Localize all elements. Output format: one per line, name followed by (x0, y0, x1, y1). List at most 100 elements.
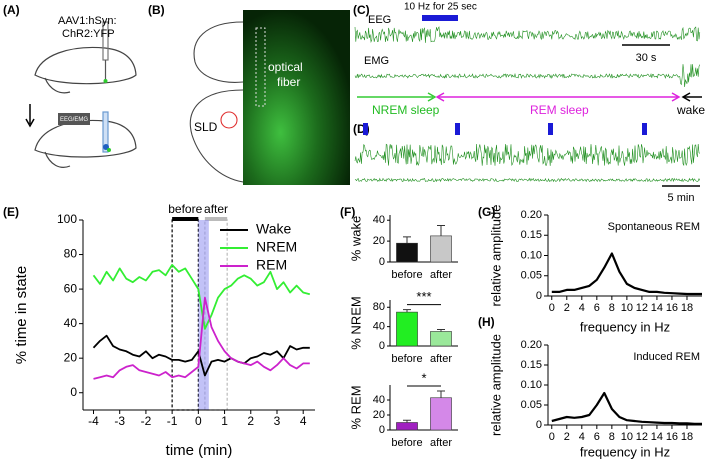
histology-image (243, 10, 350, 185)
y-tick-label: 20 (64, 350, 78, 364)
y-tick-label: 100 (57, 212, 77, 226)
y-axis-label: % REM (348, 385, 363, 429)
x-tick-label: 6 (594, 431, 600, 443)
fiber-track (255, 27, 266, 107)
x-tick-label: 12 (636, 302, 648, 314)
bar (430, 235, 452, 263)
x-tick-label: 2 (247, 414, 254, 428)
significance-label: *** (416, 289, 431, 304)
x-tick-label: 0 (195, 414, 202, 428)
region-label: SLD (194, 120, 218, 134)
region-bar (204, 217, 228, 221)
stim-bar (422, 15, 458, 21)
state-label: wake (676, 103, 705, 117)
trace (354, 177, 701, 183)
x-tick-label: 0 (549, 431, 555, 443)
x-tick-label: after (430, 353, 452, 365)
state-label: REM sleep (530, 103, 589, 117)
y-tick-label: 60 (64, 281, 78, 295)
y-axis-label: % wake (348, 216, 363, 262)
x-axis-label: frequency in Hz (580, 319, 670, 334)
implant-box (58, 113, 90, 125)
error-bar (437, 390, 445, 398)
x-tick-label: 10 (621, 302, 633, 314)
data-line (92, 334, 310, 377)
scale-label: 30 s (636, 52, 657, 64)
implant-label: EEG/EMG (60, 117, 88, 123)
panel-label: (H) (478, 315, 495, 329)
y-tick-label: 80 (64, 247, 78, 261)
bar (430, 331, 452, 347)
data-line (93, 296, 310, 380)
error-bar (403, 309, 411, 313)
fiber-label: optical (268, 60, 303, 74)
x-tick-label: 8 (609, 431, 615, 443)
data-line (551, 252, 702, 296)
annotation: Spontaneous REM (608, 221, 700, 233)
y-tick-label: 0 (70, 385, 77, 399)
x-tick-label: before (391, 437, 422, 449)
y-tick-label: 40 (64, 316, 78, 330)
y-tick-label: 0.10 (521, 379, 542, 391)
x-axis-label: time (min) (166, 442, 233, 459)
x-tick-label: 14 (651, 302, 663, 314)
x-tick-label: 8 (609, 302, 615, 314)
legend-label: REM (256, 257, 287, 273)
y-tick-label: 20 (373, 235, 385, 247)
error-bar (437, 329, 445, 332)
x-tick-label: 3 (274, 414, 281, 428)
x-tick-label: 12 (636, 431, 648, 443)
bar (396, 311, 418, 347)
y-tick-label: 20 (373, 409, 385, 421)
panel-label: (A) (3, 3, 20, 17)
panel-label: (G) (478, 205, 495, 219)
trace (354, 143, 700, 167)
y-tick-label: 0.10 (521, 249, 542, 261)
error-bar (403, 419, 411, 423)
y-tick-label: 0.20 (521, 339, 542, 351)
x-tick-label: before (391, 269, 422, 281)
x-tick-label: 2 (564, 302, 570, 314)
y-axis-label: relative amplitude (488, 205, 503, 307)
x-tick-label: 18 (681, 431, 693, 443)
panel-label: (E) (3, 205, 19, 219)
legend-label: Wake (256, 221, 291, 237)
panel-label: (C) (353, 3, 370, 17)
emg-label: EMG (364, 55, 389, 67)
x-tick-label: after (430, 269, 452, 281)
y-axis-label: % NREM (348, 296, 363, 349)
state-label: NREM sleep (372, 103, 440, 117)
panel-a-diagram (25, 21, 137, 168)
data-line (92, 264, 311, 330)
trace (354, 26, 701, 43)
y-tick-label: 40 (373, 321, 385, 333)
virus-label: ChR2:YFP (62, 28, 115, 40)
x-tick-label: after (430, 437, 452, 449)
x-tick-label: 16 (666, 431, 678, 443)
x-tick-label: before (391, 353, 422, 365)
x-tick-label: -2 (141, 414, 152, 428)
x-tick-label: 18 (681, 302, 693, 314)
y-tick-label: 40 (373, 214, 385, 226)
y-tick-label: 0 (379, 256, 385, 268)
x-tick-label: -4 (88, 414, 99, 428)
y-tick-label: 0.15 (521, 359, 542, 371)
panel-b-diagram (189, 21, 244, 183)
error-bar (437, 224, 445, 236)
y-tick-label: 40 (373, 394, 385, 406)
x-tick-label: 1 (221, 414, 228, 428)
region-label: before (168, 202, 202, 216)
scale-label: 5 min (668, 192, 695, 204)
x-tick-label: 10 (621, 431, 633, 443)
x-tick-label: -1 (167, 414, 178, 428)
x-tick-label: 0 (549, 302, 555, 314)
x-axis-label: frequency in Hz (580, 444, 670, 459)
x-tick-label: 4 (300, 414, 307, 428)
y-tick-label: 0.20 (521, 209, 542, 221)
data-line (551, 391, 702, 425)
eeg-label: EEG (368, 14, 391, 26)
x-tick-label: 16 (666, 302, 678, 314)
x-tick-label: 14 (651, 431, 663, 443)
x-tick-label: -3 (114, 414, 125, 428)
